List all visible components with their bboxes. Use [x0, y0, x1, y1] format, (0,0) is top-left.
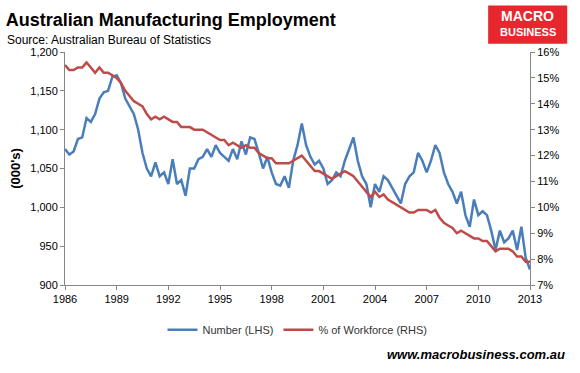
svg-text:9%: 9% — [537, 227, 553, 239]
svg-text:1,100: 1,100 — [30, 124, 58, 136]
svg-text:2007: 2007 — [414, 293, 438, 305]
svg-text:www.macrobusiness.com.au: www.macrobusiness.com.au — [387, 347, 565, 362]
svg-text:Number (LHS): Number (LHS) — [203, 324, 274, 336]
svg-text:1,150: 1,150 — [30, 85, 58, 97]
svg-text:14%: 14% — [537, 98, 559, 110]
svg-text:11%: 11% — [537, 175, 558, 187]
svg-text:13%: 13% — [537, 124, 559, 136]
svg-text:16%: 16% — [537, 46, 559, 58]
svg-text:1,050: 1,050 — [30, 162, 58, 174]
svg-text:2004: 2004 — [363, 293, 387, 305]
svg-text:BUSINESS: BUSINESS — [500, 26, 556, 38]
svg-text:1,200: 1,200 — [30, 46, 58, 58]
svg-text:% of Workforce (RHS): % of Workforce (RHS) — [318, 324, 427, 336]
svg-text:8%: 8% — [537, 253, 553, 265]
svg-text:1995: 1995 — [208, 293, 232, 305]
svg-text:900: 900 — [39, 279, 57, 291]
svg-text:12%: 12% — [537, 149, 559, 161]
svg-text:Australian Manufacturing Emplo: Australian Manufacturing Employment — [6, 10, 336, 30]
svg-text:2010: 2010 — [466, 293, 490, 305]
svg-text:(000's): (000's) — [8, 148, 23, 189]
svg-text:950: 950 — [39, 240, 57, 252]
svg-text:Source: Australian Bureau of S: Source: Australian Bureau of Statistics — [7, 33, 211, 47]
svg-text:1998: 1998 — [259, 293, 283, 305]
svg-text:1989: 1989 — [104, 293, 128, 305]
svg-text:10%: 10% — [537, 201, 559, 213]
svg-text:2013: 2013 — [518, 293, 542, 305]
svg-text:1,000: 1,000 — [30, 201, 58, 213]
svg-text:2001: 2001 — [311, 293, 335, 305]
svg-text:15%: 15% — [537, 72, 559, 84]
svg-text:7%: 7% — [537, 279, 553, 291]
svg-text:1986: 1986 — [53, 293, 77, 305]
svg-text:1992: 1992 — [156, 293, 180, 305]
svg-text:MACRO: MACRO — [501, 8, 554, 24]
